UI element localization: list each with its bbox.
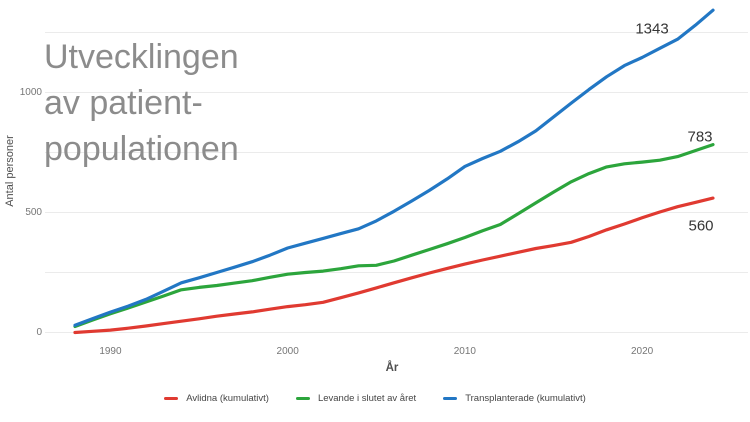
- legend-swatch-transplanterade: [443, 396, 458, 401]
- chart-line-2: [73, 8, 715, 327]
- x-tick-2020: 2020: [630, 346, 654, 357]
- legend-item-transplanterade: Transplanterade (kumulativt): [443, 393, 586, 404]
- chart-title-line-1: Utvecklingen: [44, 38, 239, 76]
- legend-label-transplanterade: Transplanterade (kumulativt): [465, 393, 586, 404]
- x-tick-1990: 1990: [99, 346, 122, 357]
- y-tick-500: 500: [25, 206, 42, 218]
- end-label-2: 1343: [635, 20, 669, 38]
- legend-swatch-avlidna: [164, 396, 179, 401]
- x-tick-2000: 2000: [276, 346, 299, 357]
- legend-item-levande: Levande i slutet av året: [295, 393, 417, 404]
- legend-item-avlidna: Avlidna (kumulativt): [164, 393, 269, 404]
- chart-title-line-3: populationen: [44, 130, 239, 168]
- legend-swatch-levande: [295, 396, 310, 401]
- chart-line-0: [73, 196, 715, 335]
- legend-label-avlidna: Avlidna (kumulativt): [186, 393, 269, 404]
- end-label-1: 783: [687, 128, 713, 146]
- x-axis-title: År: [385, 362, 399, 374]
- chart-title: Utvecklingen av patient- populationen: [44, 34, 239, 172]
- chart-line-1: [73, 143, 715, 329]
- y-tick-0: 0: [36, 326, 42, 338]
- end-label-0: 560: [688, 217, 714, 235]
- x-tick-2010: 2010: [453, 346, 476, 357]
- chart-title-line-2: av patient-: [44, 84, 203, 122]
- legend-label-levande: Levande i slutet av året: [317, 393, 417, 404]
- y-tick-1000: 1000: [19, 86, 42, 98]
- chart-legend: Avlidna (kumulativt) Levande i slutet av…: [0, 393, 750, 404]
